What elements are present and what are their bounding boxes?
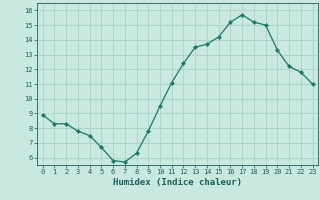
X-axis label: Humidex (Indice chaleur): Humidex (Indice chaleur): [113, 178, 242, 187]
